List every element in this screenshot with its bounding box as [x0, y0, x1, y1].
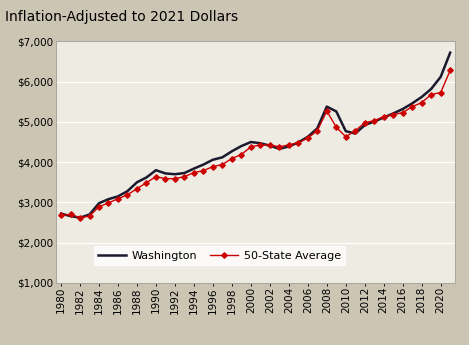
50-State Average: [201, 168, 206, 172]
50-State Average: [58, 213, 64, 217]
50-State Average: [96, 205, 102, 209]
Washington: [438, 75, 444, 79]
50-State Average: [219, 162, 225, 167]
50-State Average: [286, 143, 292, 147]
50-State Average: [68, 213, 73, 217]
Washington: [229, 149, 234, 153]
Washington: [58, 211, 64, 216]
50-State Average: [77, 216, 83, 220]
Washington: [182, 171, 187, 175]
50-State Average: [153, 175, 159, 179]
50-State Average: [125, 193, 130, 197]
Washington: [343, 129, 348, 133]
Washington: [315, 126, 320, 130]
Washington: [400, 107, 406, 111]
50-State Average: [381, 115, 386, 119]
50-State Average: [115, 197, 121, 201]
50-State Average: [305, 136, 310, 140]
Text: Inflation-Adjusted to 2021 Dollars: Inflation-Adjusted to 2021 Dollars: [5, 10, 238, 24]
Washington: [267, 144, 272, 148]
50-State Average: [191, 170, 197, 175]
50-State Average: [267, 143, 272, 147]
Washington: [295, 140, 301, 145]
Washington: [390, 111, 396, 116]
50-State Average: [324, 109, 330, 113]
Washington: [371, 119, 377, 124]
Washington: [77, 216, 83, 220]
50-State Average: [362, 121, 368, 125]
Washington: [125, 189, 130, 193]
50-State Average: [182, 175, 187, 179]
Washington: [134, 180, 140, 184]
50-State Average: [352, 129, 358, 133]
Washington: [362, 123, 368, 127]
Washington: [428, 87, 434, 91]
50-State Average: [239, 152, 244, 157]
Washington: [210, 158, 216, 162]
50-State Average: [419, 100, 424, 105]
50-State Average: [277, 145, 282, 149]
50-State Average: [371, 119, 377, 123]
Washington: [352, 131, 358, 136]
Washington: [333, 109, 339, 114]
50-State Average: [438, 90, 444, 95]
50-State Average: [333, 125, 339, 129]
Washington: [277, 147, 282, 151]
Washington: [286, 144, 292, 148]
50-State Average: [390, 112, 396, 117]
Washington: [87, 213, 92, 217]
Washington: [191, 167, 197, 171]
Washington: [115, 194, 121, 198]
Washington: [447, 51, 453, 55]
50-State Average: [343, 135, 348, 139]
Washington: [163, 171, 168, 176]
50-State Average: [106, 201, 111, 205]
50-State Average: [248, 145, 254, 149]
50-State Average: [400, 110, 406, 115]
50-State Average: [229, 156, 234, 160]
Washington: [106, 197, 111, 201]
Washington: [144, 175, 149, 179]
50-State Average: [87, 214, 92, 218]
50-State Average: [447, 68, 453, 72]
50-State Average: [428, 92, 434, 97]
50-State Average: [134, 187, 140, 191]
Washington: [219, 155, 225, 159]
Washington: [324, 105, 330, 109]
Washington: [257, 141, 263, 145]
Washington: [96, 201, 102, 205]
Washington: [419, 95, 424, 99]
Washington: [172, 172, 178, 176]
Legend: Washington, 50-State Average: Washington, 50-State Average: [94, 246, 345, 265]
Washington: [381, 115, 386, 119]
Line: Washington: Washington: [61, 53, 450, 218]
Washington: [68, 214, 73, 218]
50-State Average: [163, 177, 168, 181]
Line: 50-State Average: 50-State Average: [59, 68, 452, 220]
50-State Average: [210, 165, 216, 169]
Washington: [239, 144, 244, 148]
Washington: [248, 140, 254, 144]
Washington: [201, 162, 206, 167]
Washington: [409, 101, 415, 106]
Washington: [153, 168, 159, 172]
50-State Average: [257, 143, 263, 147]
50-State Average: [315, 129, 320, 133]
Washington: [305, 135, 310, 139]
50-State Average: [409, 105, 415, 109]
50-State Average: [172, 177, 178, 181]
50-State Average: [144, 180, 149, 185]
50-State Average: [295, 141, 301, 145]
